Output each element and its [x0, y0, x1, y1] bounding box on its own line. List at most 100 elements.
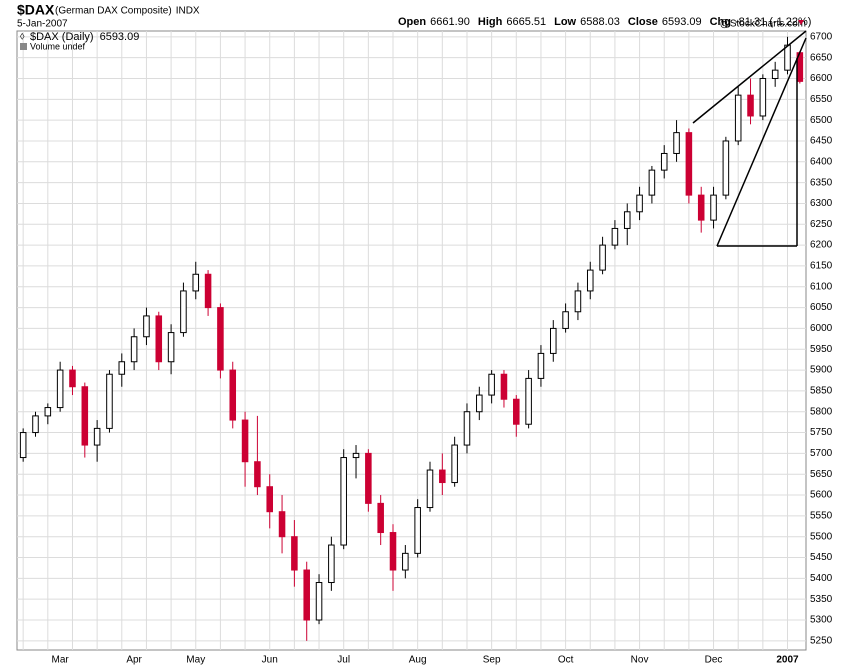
legend-icon — [20, 43, 27, 50]
quote-value: 6665.51 — [506, 16, 546, 28]
quote-label: Chg — [710, 16, 731, 28]
candle-body — [722, 140, 730, 196]
candle-body — [365, 452, 372, 504]
down-arrow — [798, 20, 804, 25]
x-tick-label: Jul — [337, 655, 350, 666]
candle-body — [648, 169, 656, 196]
candle-body — [463, 411, 471, 446]
x-tick-label: Aug — [409, 655, 427, 666]
candle-body — [291, 536, 298, 571]
symbol: $DAX — [17, 2, 55, 18]
candle-body — [710, 194, 717, 221]
candle-body — [303, 569, 310, 621]
y-tick-label: 5800 — [810, 406, 833, 417]
quote-label: Open — [398, 16, 426, 28]
legend-label: Volume undef — [30, 41, 86, 51]
quote: Open 6661.90 High 6665.51 Low 6588.03 Close 659… — [398, 16, 811, 28]
source: @StockCharts.com — [720, 19, 806, 30]
symbol-name: (German DAX Composite) — [55, 6, 172, 17]
y-tick-label: 6350 — [810, 177, 833, 188]
candle-body — [44, 407, 52, 417]
candle-body — [451, 444, 458, 484]
candle-body — [278, 511, 286, 538]
candle-body — [266, 486, 274, 513]
y-tick-label: 6600 — [810, 73, 833, 84]
candle-body — [340, 457, 347, 546]
date: 5-Jan-2007 — [17, 19, 68, 30]
quote-value: 6593.09 — [662, 16, 702, 28]
candle-body — [488, 373, 495, 396]
candle-body — [549, 327, 557, 354]
candle-body — [377, 502, 384, 534]
y-tick-label: 5950 — [810, 344, 833, 355]
candle-body — [476, 394, 483, 413]
grid — [17, 31, 806, 650]
y-tick-label: 6050 — [810, 302, 833, 313]
x-tick-label: May — [186, 655, 205, 666]
x-tick-label: Sep — [483, 655, 501, 666]
candle-body — [500, 373, 508, 400]
candle-body — [660, 152, 668, 171]
x-tick-label: Apr — [126, 655, 142, 666]
trendlines — [692, 30, 807, 247]
candle-body — [69, 369, 76, 388]
y-tick-label: 6400 — [810, 156, 833, 167]
x-tick-label: Mar — [52, 655, 70, 666]
y-tick-label: 5700 — [810, 448, 833, 459]
candle-body — [241, 419, 249, 463]
candle-body — [192, 273, 200, 292]
candle-body — [106, 373, 113, 429]
candle-body — [697, 194, 705, 221]
candle-body — [19, 432, 27, 459]
legend-value: 6593.09 — [100, 31, 140, 43]
y-tick-label: 6150 — [810, 261, 833, 272]
trendline — [716, 37, 807, 247]
trendline — [692, 30, 807, 124]
candle-body — [217, 307, 224, 371]
candle-body — [734, 94, 742, 142]
x-tick-label: 2007 — [776, 655, 799, 666]
candle-body — [315, 582, 323, 621]
x-tick-label: Nov — [631, 655, 649, 666]
candle-body — [771, 69, 779, 79]
candle-body — [254, 461, 261, 488]
candle-body — [623, 211, 631, 229]
candles — [19, 36, 804, 641]
quote-label: High — [478, 16, 503, 28]
candle-body — [402, 552, 409, 571]
candle-body — [636, 194, 643, 213]
candle-body — [673, 132, 680, 154]
y-tick-label: 6650 — [810, 52, 833, 63]
candle-body — [155, 315, 163, 363]
candle-body — [562, 311, 569, 329]
candle-body — [747, 94, 754, 117]
candle-body — [525, 377, 532, 425]
y-tick-label: 5550 — [810, 511, 833, 522]
y-tick-label: 5600 — [810, 490, 833, 501]
candle-body — [784, 44, 791, 71]
candle-body — [143, 315, 150, 338]
y-tick-label: 6450 — [810, 136, 833, 147]
candle-body — [81, 386, 89, 446]
candle-body — [586, 269, 594, 292]
candle-body — [574, 290, 582, 313]
candle-body — [599, 244, 606, 271]
candle-body — [130, 336, 138, 363]
legend: ◊ $DAX (Daily) 6593.09 Volume undef — [20, 31, 139, 51]
y-tick-label: 6700 — [810, 31, 833, 42]
candle-body — [537, 352, 545, 379]
exchange: INDX — [176, 6, 200, 17]
y-tick-label: 5900 — [810, 365, 833, 376]
y-tick-label: 5250 — [810, 635, 833, 646]
y-tick-label: 6200 — [810, 240, 833, 251]
quote-value: 6661.90 — [430, 16, 470, 28]
candle-body — [352, 452, 360, 459]
candle-body — [685, 132, 693, 196]
y-tick-label: 5300 — [810, 615, 833, 626]
y-tick-label: 6300 — [810, 198, 833, 209]
x-tick-label: Dec — [705, 655, 723, 666]
y-tick-label: 5400 — [810, 573, 833, 584]
candle-body — [180, 290, 187, 334]
y-tick-label: 5350 — [810, 594, 833, 605]
